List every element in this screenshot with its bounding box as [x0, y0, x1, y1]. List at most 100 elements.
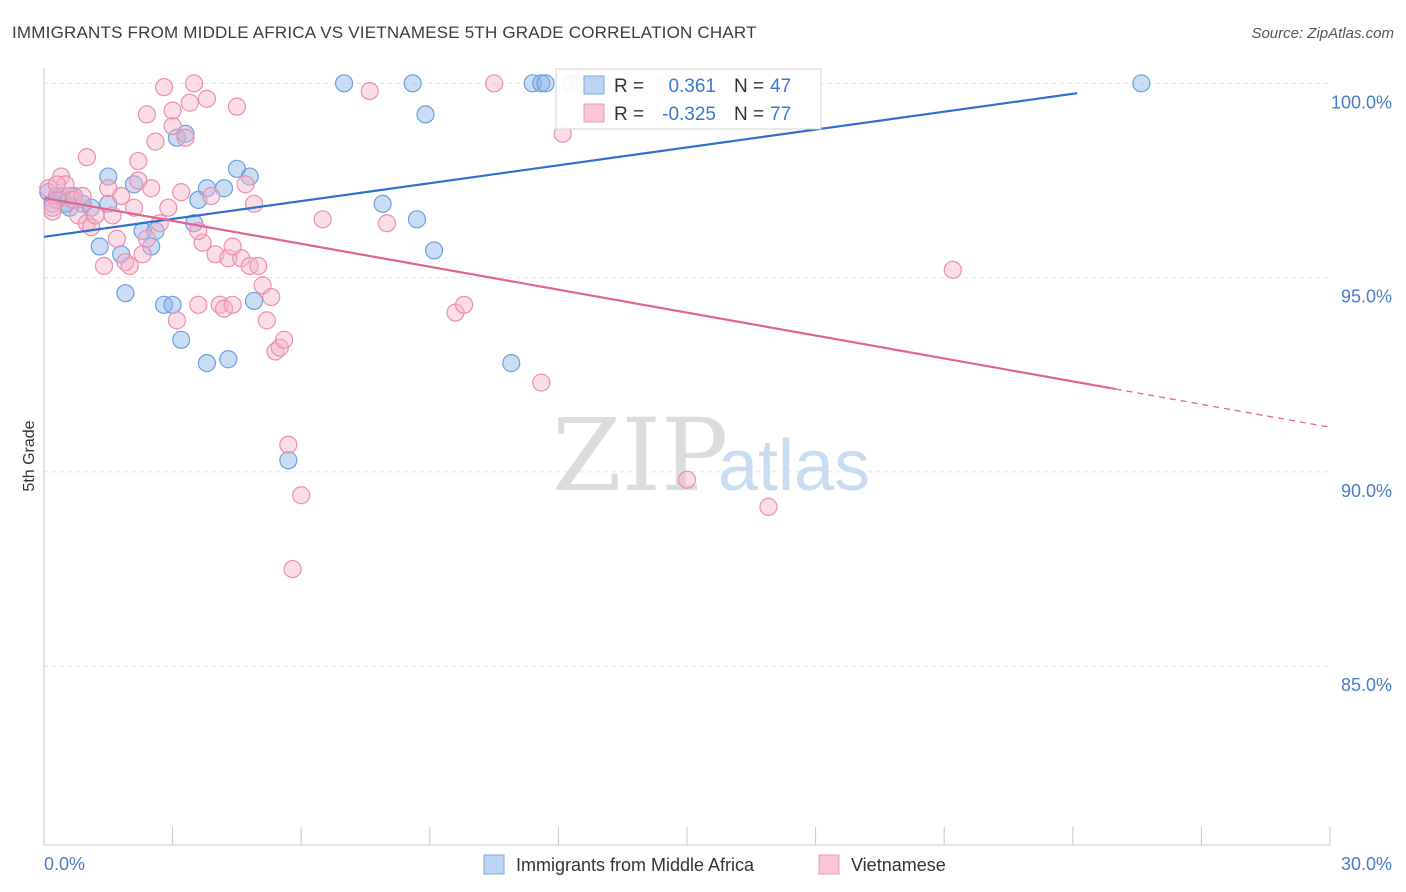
point-middle-africa-35 [407, 210, 427, 229]
point-vietnamese-56 [283, 559, 302, 579]
point-vietnamese-72 [137, 229, 156, 248]
point-vietnamese-55 [279, 435, 298, 454]
watermark-atlas: atlas [718, 426, 870, 506]
point-vietnamese-70 [47, 175, 66, 194]
point-vietnamese-57 [292, 486, 311, 505]
series-legend-swatch-vietnamese [818, 854, 840, 875]
legend-r-label-2: R = [614, 104, 644, 125]
y-tick-label-2: 90.0% [1341, 481, 1392, 501]
stats-legend: R = 0.361 N = 47 R = -0.325 N = 77 [555, 68, 822, 130]
point-vietnamese-59 [360, 81, 379, 101]
point-vietnamese-41 [219, 249, 238, 268]
point-middle-africa-20 [172, 330, 191, 349]
point-vietnamese-12 [94, 256, 114, 276]
point-vietnamese-34 [189, 295, 208, 314]
trend-vietnamese-extension [1115, 388, 1331, 428]
point-vietnamese-18 [120, 256, 139, 276]
point-vietnamese-50 [257, 311, 277, 330]
point-vietnamese-42 [223, 295, 242, 314]
point-middle-africa-30 [197, 354, 216, 373]
series-legend-label-vietnamese: Vietnamese [851, 855, 946, 875]
point-vietnamese-19 [124, 198, 144, 217]
watermark-zip: ZIP [552, 397, 728, 514]
point-vietnamese-62 [454, 295, 474, 314]
point-vietnamese-47 [244, 194, 264, 213]
point-vietnamese-51 [262, 287, 281, 307]
series-legend: Immigrants from Middle Africa Vietnamese [483, 854, 946, 875]
point-vietnamese-40 [214, 299, 234, 318]
point-middle-africa-39 [502, 354, 521, 373]
point-vietnamese-43 [227, 97, 246, 116]
series-legend-label-middle-africa: Immigrants from Middle Africa [516, 855, 755, 875]
point-vietnamese-67 [759, 497, 778, 517]
legend-n-value-1: 47 [770, 76, 791, 97]
point-vietnamese-60 [377, 214, 397, 233]
point-middle-africa-31 [219, 350, 238, 369]
x-axis-ticks [172, 827, 1331, 845]
point-middle-africa-33 [334, 74, 354, 93]
point-middle-africa-36 [403, 74, 422, 93]
point-vietnamese-11 [86, 206, 105, 225]
point-vietnamese-16 [112, 186, 131, 206]
point-middle-africa-32 [279, 451, 298, 470]
point-vietnamese-26 [154, 78, 174, 97]
point-vietnamese-63 [485, 74, 504, 93]
legend-r-label-1: R = [614, 76, 644, 97]
point-vietnamese-58 [313, 210, 332, 229]
legend-swatch-blue [583, 75, 605, 95]
legend-n-value-2: 77 [770, 104, 791, 125]
y-tick-label-0: 100.0% [1331, 92, 1392, 112]
trend-lines [43, 92, 1331, 428]
legend-r-value-1: 0.361 [668, 76, 716, 97]
x-tick-label-max: 30.0% [1341, 854, 1392, 874]
point-vietnamese-45 [236, 175, 255, 194]
point-middle-africa-15 [90, 237, 109, 256]
point-middle-africa-17 [116, 284, 135, 303]
point-vietnamese-1 [43, 202, 62, 221]
point-vietnamese-8 [73, 186, 92, 206]
watermark: ZIP atlas [552, 397, 870, 514]
legend-n-label-2: N = [734, 104, 764, 125]
point-vietnamese-30 [172, 183, 191, 202]
y-axis-label: 5th Grade [21, 420, 38, 491]
y-tick-label-3: 85.0% [1341, 675, 1392, 695]
point-vietnamese-71 [43, 198, 62, 217]
chart-title: IMMIGRANTS FROM MIDDLE AFRICA VS VIETNAM… [12, 23, 757, 42]
point-vietnamese-73 [223, 237, 242, 256]
point-vietnamese-54 [274, 330, 294, 349]
point-vietnamese-66 [677, 470, 697, 489]
legend-n-label-1: N = [734, 76, 764, 97]
point-vietnamese-20 [129, 151, 148, 171]
legend-r-value-2: -0.325 [662, 104, 716, 125]
point-vietnamese-28 [163, 116, 182, 136]
point-middle-africa-38 [424, 241, 444, 260]
y-tick-labels: 100.0% 95.0% 90.0% 85.0% [1331, 92, 1392, 695]
trend-middle-africa-line [43, 92, 1078, 238]
series-legend-swatch-middle-africa [483, 854, 505, 875]
point-middle-africa-42 [536, 74, 555, 93]
point-vietnamese-33 [184, 74, 204, 93]
point-vietnamese-69 [77, 148, 96, 167]
point-vietnamese-32 [180, 93, 199, 112]
point-vietnamese-74 [163, 101, 182, 120]
point-vietnamese-21 [133, 245, 152, 264]
point-vietnamese-48 [249, 256, 268, 276]
point-vietnamese-27 [159, 198, 178, 217]
point-middle-africa-41 [532, 74, 551, 93]
point-middle-africa-37 [416, 105, 435, 124]
point-vietnamese-75 [129, 171, 148, 190]
y-tick-label-1: 95.0% [1341, 287, 1392, 307]
trend-vietnamese-line [43, 196, 1116, 391]
point-middle-africa-34 [373, 194, 392, 213]
chart-source: Source: ZipAtlas.com [1251, 25, 1394, 42]
point-vietnamese-35 [193, 233, 212, 252]
point-vietnamese-64 [532, 373, 551, 392]
point-middle-africa-19 [163, 295, 182, 314]
point-middle-africa-28 [244, 291, 264, 311]
point-vietnamese-24 [146, 132, 165, 151]
point-vietnamese-22 [137, 105, 156, 124]
point-vietnamese-37 [202, 186, 221, 206]
point-vietnamese-68 [943, 260, 962, 279]
point-vietnamese-31 [176, 128, 195, 147]
